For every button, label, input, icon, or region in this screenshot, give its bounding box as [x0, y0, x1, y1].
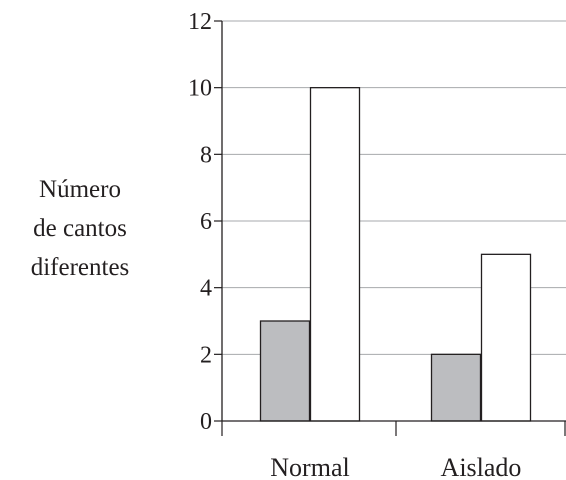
category-label: Normal [270, 453, 349, 480]
bar-aislado-series-1 [430, 353, 482, 422]
y-tick-label: 0 [200, 409, 212, 435]
y-axis-label-line-2: de cantos [33, 215, 127, 242]
bar-normal-series-1 [259, 320, 311, 422]
y-tick-label: 8 [200, 142, 212, 168]
y-axis-label-line-3: diferentes [31, 254, 130, 281]
bar-normal-series-2 [309, 87, 361, 422]
bar-aislado-series-2 [480, 253, 532, 422]
y-tick-label: 4 [200, 276, 212, 302]
y-tick-label: 6 [200, 209, 212, 235]
y-tick-labels: 0 2 4 6 8 10 12 [188, 9, 212, 435]
axes [214, 20, 566, 436]
category-label: Aislado [441, 453, 522, 480]
y-axis-label-line-1: Número [39, 176, 121, 203]
y-tick-label: 10 [188, 76, 212, 102]
y-tick-label: 12 [188, 9, 212, 35]
y-tick-label: 2 [200, 342, 212, 368]
category-labels: Normal Aislado [270, 453, 521, 480]
bars [259, 87, 532, 422]
